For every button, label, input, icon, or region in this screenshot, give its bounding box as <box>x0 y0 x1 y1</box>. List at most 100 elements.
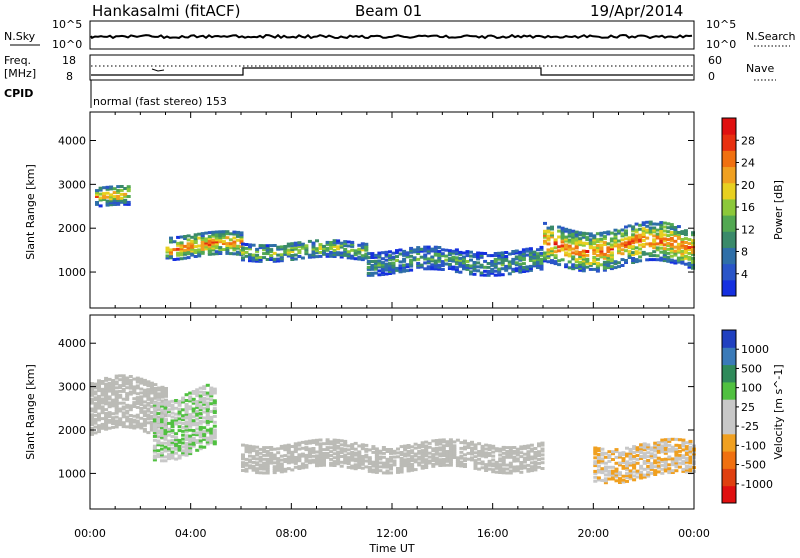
echo-cell <box>578 237 583 241</box>
echo-cell <box>581 253 586 257</box>
echo-cell <box>244 463 249 467</box>
echo-cell <box>191 407 196 411</box>
echo-cell <box>522 452 527 456</box>
echo-cell <box>525 267 530 271</box>
echo-cell <box>620 248 625 252</box>
echo-cell <box>498 453 503 457</box>
echo-cell <box>512 446 517 449</box>
echo-cell <box>307 449 312 453</box>
echo-cell <box>114 380 119 384</box>
echo-cell <box>258 463 263 467</box>
echo-cell <box>399 464 404 468</box>
echo-cell <box>424 464 429 467</box>
echo-cell <box>293 465 298 469</box>
echo-cell <box>441 454 446 457</box>
echo-cell <box>293 459 298 463</box>
echo-cell <box>135 398 140 402</box>
echo-cell <box>181 441 186 445</box>
echo-cell <box>648 258 653 262</box>
echo-cell <box>311 253 316 257</box>
echo-cell <box>431 464 436 468</box>
echo-cell <box>191 431 196 434</box>
echo-cell <box>447 251 452 255</box>
echo-cell <box>593 456 598 460</box>
echo-cell <box>667 449 672 453</box>
echo-cell <box>318 450 323 454</box>
echo-cell <box>111 402 116 406</box>
echo-cell <box>181 414 186 418</box>
echo-cell <box>434 446 439 450</box>
nave-trace <box>91 67 693 76</box>
echo-cell <box>497 257 502 261</box>
echo-cell <box>514 263 519 267</box>
echo-cell <box>628 447 633 451</box>
echo-cell <box>181 429 186 433</box>
echo-cell <box>116 194 121 198</box>
echo-cell <box>353 453 358 457</box>
echo-cell <box>279 462 284 466</box>
echo-cell <box>172 258 177 261</box>
echo-cell <box>398 252 403 256</box>
echo-cell <box>581 265 586 269</box>
echo-cell <box>111 386 116 390</box>
echo-cell <box>188 399 193 403</box>
echo-cell <box>209 398 214 402</box>
echo-cell <box>634 258 639 262</box>
echo-cell <box>553 240 558 244</box>
echo-cell <box>343 441 348 445</box>
echo-cell <box>440 248 445 252</box>
echo-cell <box>200 245 205 249</box>
echo-cell <box>241 256 245 260</box>
echo-cell <box>508 455 513 459</box>
echo-cell <box>318 463 323 467</box>
echo-cell <box>684 449 689 452</box>
echo-cell <box>329 454 334 457</box>
echo-cell <box>609 255 614 259</box>
echo-cell <box>454 262 459 266</box>
echo-cell <box>437 246 442 249</box>
echo-cell <box>104 402 109 406</box>
echo-cell <box>104 400 109 404</box>
echo-cell <box>667 439 672 443</box>
echo-cell <box>574 230 579 234</box>
echo-cell <box>381 461 386 465</box>
echo-cell <box>669 248 674 252</box>
echo-cell <box>494 449 499 453</box>
echo-cell <box>164 412 168 416</box>
echo-cell <box>560 234 565 238</box>
echo-cell <box>188 422 193 426</box>
echo-cell <box>121 421 126 425</box>
echo-cell <box>188 405 193 409</box>
echo-cell <box>200 243 205 247</box>
echo-cell <box>574 236 579 240</box>
echo-cell <box>128 386 133 390</box>
echo-cell <box>165 248 170 252</box>
echo-cell <box>574 234 579 238</box>
echo-cell <box>205 440 210 444</box>
echo-cell <box>564 239 569 243</box>
echo-cell <box>236 252 240 256</box>
echo-cell <box>307 255 312 259</box>
echo-cell <box>557 225 562 229</box>
echo-cell <box>139 395 144 399</box>
echo-cell <box>100 393 105 397</box>
echo-cell <box>458 258 463 262</box>
colorbar-segment <box>722 134 736 151</box>
echo-cell <box>621 451 626 455</box>
echo-cell <box>564 243 569 247</box>
echo-cell <box>350 452 355 456</box>
echo-cell <box>304 459 309 463</box>
echo-cell <box>293 241 298 245</box>
echo-cell <box>174 442 179 445</box>
echo-cell <box>588 244 593 248</box>
echo-cell <box>683 262 688 266</box>
echo-cell <box>307 439 312 443</box>
echo-cell <box>660 444 665 448</box>
echo-cell <box>424 448 429 452</box>
echo-cell <box>371 468 376 472</box>
echo-cell <box>265 463 270 467</box>
echo-cell <box>198 408 203 412</box>
echo-cell <box>329 252 334 256</box>
echo-cell <box>585 242 590 246</box>
echo-cell <box>262 467 267 471</box>
